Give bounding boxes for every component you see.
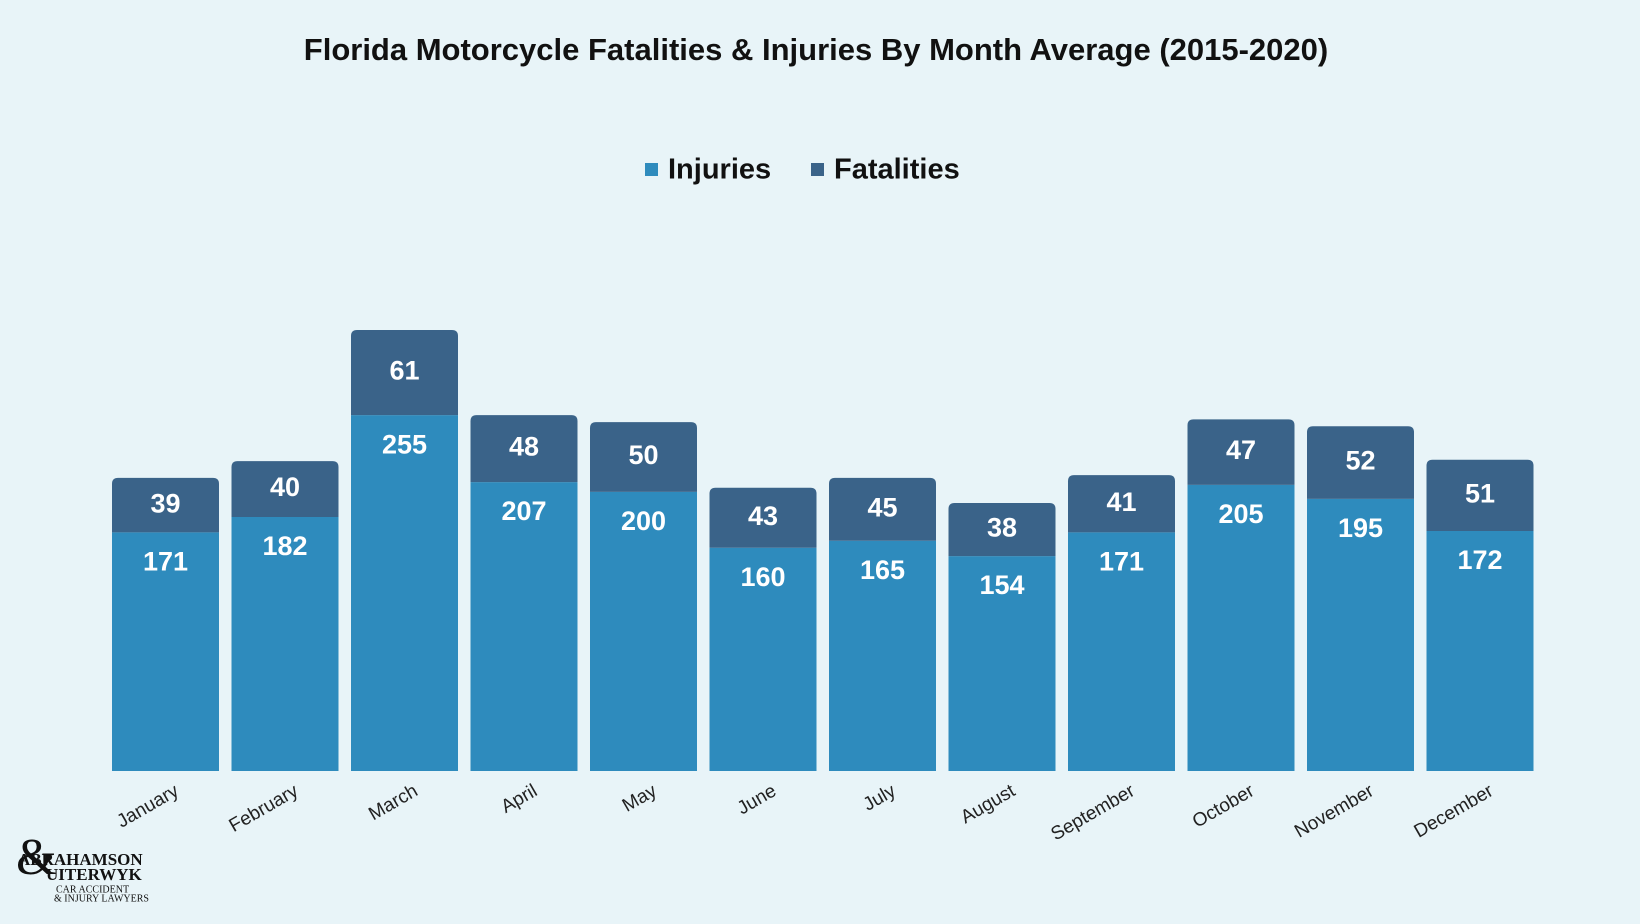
bar-segment — [948, 503, 1056, 557]
bar-segment — [1307, 426, 1414, 499]
bar-segment — [1426, 530, 1534, 771]
bar-segment — [709, 487, 817, 548]
value-label: 255 — [382, 429, 427, 459]
bar-segment — [351, 330, 458, 416]
bar-segment — [829, 540, 936, 771]
bar-segment — [470, 415, 578, 483]
value-label: 39 — [150, 488, 180, 518]
bar-segment — [112, 532, 219, 771]
legend-label: Fatalities — [834, 154, 960, 186]
bar-segment — [231, 517, 339, 771]
value-label: 165 — [860, 555, 905, 585]
logo-line: CAR ACCIDENT — [56, 884, 129, 895]
logo-line: ABRAHAMSON — [18, 850, 143, 869]
bar-segment — [948, 556, 1056, 771]
value-label: 171 — [1099, 546, 1144, 576]
value-label: 61 — [389, 356, 419, 386]
legend-label: Injuries — [668, 154, 771, 186]
bar-segment — [590, 491, 697, 771]
value-label: 160 — [740, 562, 785, 592]
bar-segment — [231, 461, 339, 518]
logo: & ABRAHAMSON UITERWYK CAR ACCIDENT & INJ… — [16, 829, 149, 904]
value-label: 171 — [143, 546, 188, 576]
legend-marker — [811, 163, 824, 176]
logo-line: UITERWYK — [46, 865, 143, 884]
value-label: 207 — [501, 496, 546, 526]
value-label: 154 — [979, 570, 1024, 600]
value-label: 182 — [262, 531, 307, 561]
bar-segment — [1068, 475, 1175, 533]
logo-ampersand: & — [16, 829, 56, 886]
value-label: 200 — [621, 506, 666, 536]
bar-segment — [112, 477, 219, 533]
value-label: 195 — [1338, 513, 1383, 543]
value-label: 52 — [1345, 446, 1375, 476]
value-label: 47 — [1226, 435, 1256, 465]
bar-segment — [590, 422, 697, 492]
value-label: 48 — [509, 432, 539, 462]
value-label: 38 — [987, 513, 1017, 543]
chart-title: Florida Motorcycle Fatalities & Injuries… — [304, 32, 1328, 67]
value-label: 40 — [270, 472, 300, 502]
bar-segment — [470, 482, 578, 771]
bar-segment — [1307, 498, 1414, 771]
value-label: 51 — [1465, 479, 1495, 509]
bar-segment — [1187, 484, 1295, 771]
logo-line: & INJURY LAWYERS — [54, 893, 149, 904]
bar-segment — [1187, 419, 1295, 485]
value-label: 43 — [748, 501, 778, 531]
value-label: 41 — [1106, 487, 1136, 517]
value-label: 205 — [1218, 499, 1263, 529]
value-label: 50 — [628, 440, 658, 470]
bar-segment — [1426, 459, 1534, 531]
value-label: 45 — [867, 492, 897, 522]
bar-segment — [709, 547, 817, 771]
legend-marker — [645, 163, 658, 176]
bar-segment — [1068, 532, 1175, 771]
bar-segment — [351, 415, 458, 771]
value-label: 172 — [1457, 545, 1502, 575]
bar-segment — [829, 477, 936, 541]
